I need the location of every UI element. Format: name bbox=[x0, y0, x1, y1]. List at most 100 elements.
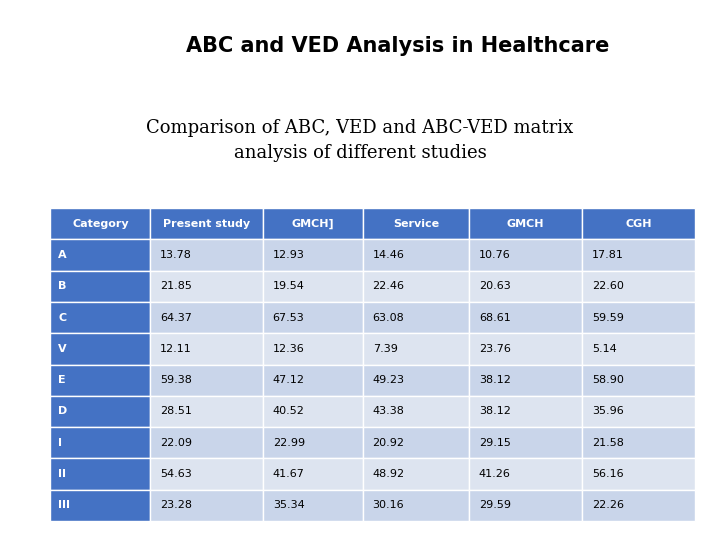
Bar bbox=[363, 490, 469, 521]
Text: 12.36: 12.36 bbox=[273, 344, 305, 354]
Text: 59.59: 59.59 bbox=[592, 313, 624, 322]
Bar bbox=[50, 333, 150, 365]
Text: D: D bbox=[58, 407, 68, 416]
Bar bbox=[263, 271, 363, 302]
Text: 43.38: 43.38 bbox=[373, 407, 405, 416]
Bar bbox=[363, 396, 469, 427]
Text: 30.16: 30.16 bbox=[373, 501, 404, 510]
Bar bbox=[150, 239, 263, 271]
Bar bbox=[582, 302, 695, 333]
Text: Present study: Present study bbox=[163, 219, 251, 228]
Text: 47.12: 47.12 bbox=[273, 375, 305, 385]
Bar bbox=[363, 364, 469, 396]
Text: II: II bbox=[58, 469, 66, 479]
Text: Category: Category bbox=[72, 219, 129, 228]
Bar bbox=[582, 208, 695, 239]
Bar bbox=[363, 333, 469, 365]
Text: 21.85: 21.85 bbox=[160, 281, 192, 291]
Bar bbox=[469, 333, 582, 365]
Text: 58.90: 58.90 bbox=[592, 375, 624, 385]
Text: Service: Service bbox=[393, 219, 439, 228]
Text: 14.46: 14.46 bbox=[373, 250, 405, 260]
Bar bbox=[150, 490, 263, 521]
Bar bbox=[50, 490, 150, 521]
Text: 35.34: 35.34 bbox=[273, 501, 305, 510]
Bar bbox=[469, 208, 582, 239]
Text: GMCH: GMCH bbox=[507, 219, 544, 228]
Text: 12.11: 12.11 bbox=[160, 344, 192, 354]
Text: 49.23: 49.23 bbox=[373, 375, 405, 385]
Bar bbox=[263, 427, 363, 458]
Text: 13.78: 13.78 bbox=[160, 250, 192, 260]
Text: Comparison of ABC, VED and ABC-VED matrix
analysis of different studies: Comparison of ABC, VED and ABC-VED matri… bbox=[146, 119, 574, 162]
Bar bbox=[582, 427, 695, 458]
Text: 29.59: 29.59 bbox=[479, 501, 511, 510]
Text: A: A bbox=[58, 250, 67, 260]
Text: 41.26: 41.26 bbox=[479, 469, 510, 479]
Bar bbox=[263, 302, 363, 333]
Bar bbox=[363, 427, 469, 458]
Bar bbox=[263, 490, 363, 521]
Bar bbox=[150, 427, 263, 458]
Text: 23.28: 23.28 bbox=[160, 501, 192, 510]
Text: 28.51: 28.51 bbox=[160, 407, 192, 416]
Text: E: E bbox=[58, 375, 66, 385]
Bar bbox=[263, 239, 363, 271]
Bar bbox=[469, 490, 582, 521]
Text: 54.63: 54.63 bbox=[160, 469, 192, 479]
Text: ABC and VED Analysis in Healthcare: ABC and VED Analysis in Healthcare bbox=[186, 36, 610, 56]
Bar bbox=[469, 364, 582, 396]
Bar bbox=[363, 458, 469, 490]
Bar bbox=[150, 364, 263, 396]
Text: C: C bbox=[58, 313, 66, 322]
Text: 38.12: 38.12 bbox=[479, 375, 510, 385]
Text: 10.76: 10.76 bbox=[479, 250, 510, 260]
Bar bbox=[50, 364, 150, 396]
Text: GMCH]: GMCH] bbox=[292, 218, 334, 229]
Bar bbox=[150, 302, 263, 333]
Bar bbox=[582, 490, 695, 521]
Bar bbox=[50, 271, 150, 302]
Text: 63.08: 63.08 bbox=[373, 313, 405, 322]
Text: III: III bbox=[58, 501, 70, 510]
Text: 41.67: 41.67 bbox=[273, 469, 305, 479]
Text: V: V bbox=[58, 344, 67, 354]
Text: 5.14: 5.14 bbox=[592, 344, 616, 354]
Text: 20.63: 20.63 bbox=[479, 281, 510, 291]
Text: 22.09: 22.09 bbox=[160, 438, 192, 448]
Text: 68.61: 68.61 bbox=[479, 313, 510, 322]
Bar bbox=[50, 458, 150, 490]
Bar bbox=[582, 271, 695, 302]
Bar bbox=[263, 208, 363, 239]
Text: 22.60: 22.60 bbox=[592, 281, 624, 291]
Bar bbox=[50, 208, 150, 239]
Text: 40.52: 40.52 bbox=[273, 407, 305, 416]
Bar bbox=[469, 239, 582, 271]
Bar bbox=[582, 396, 695, 427]
Text: 23.76: 23.76 bbox=[479, 344, 510, 354]
Bar bbox=[50, 302, 150, 333]
Bar bbox=[150, 458, 263, 490]
Bar bbox=[469, 271, 582, 302]
Text: 20.92: 20.92 bbox=[373, 438, 405, 448]
Text: B: B bbox=[58, 281, 66, 291]
Text: I: I bbox=[58, 438, 62, 448]
Bar bbox=[363, 239, 469, 271]
Bar bbox=[582, 333, 695, 365]
Bar bbox=[363, 208, 469, 239]
Bar bbox=[363, 302, 469, 333]
Bar bbox=[469, 302, 582, 333]
Text: 22.99: 22.99 bbox=[273, 438, 305, 448]
Bar bbox=[50, 427, 150, 458]
Text: 22.46: 22.46 bbox=[373, 281, 405, 291]
Bar bbox=[263, 364, 363, 396]
Bar bbox=[150, 396, 263, 427]
Text: 17.81: 17.81 bbox=[592, 250, 624, 260]
Bar bbox=[50, 239, 150, 271]
Bar bbox=[263, 333, 363, 365]
Text: CGH: CGH bbox=[625, 219, 652, 228]
Text: 29.15: 29.15 bbox=[479, 438, 510, 448]
Text: 59.38: 59.38 bbox=[160, 375, 192, 385]
Bar bbox=[150, 208, 263, 239]
Bar bbox=[50, 396, 150, 427]
